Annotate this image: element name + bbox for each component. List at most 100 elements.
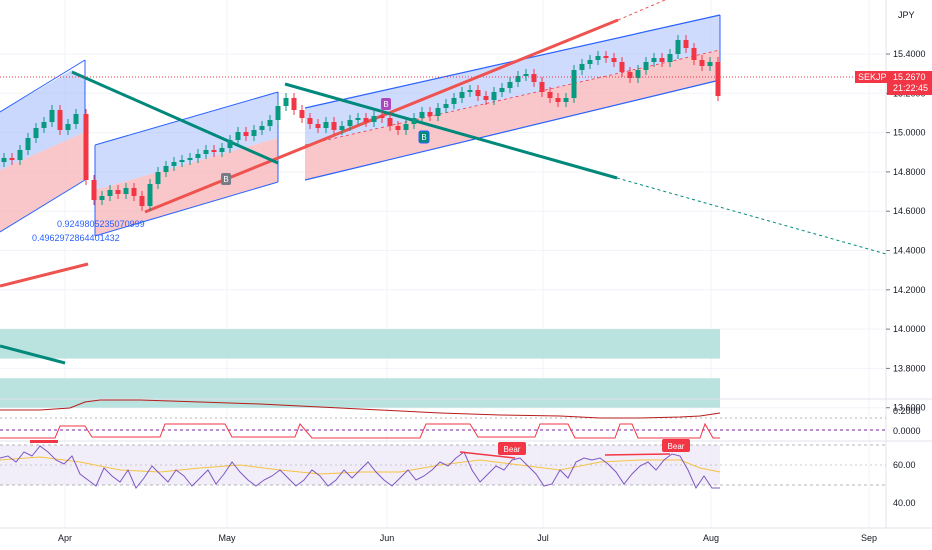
rsi-line <box>0 445 720 490</box>
time-tick-label-3: Jul <box>537 533 549 543</box>
channel-3-lower <box>305 50 720 180</box>
candle-body-13 <box>107 190 113 196</box>
bear-divergence-1 <box>459 451 516 459</box>
price-tick-label-2: 15.0000 <box>893 128 926 138</box>
candle-body-52 <box>419 112 425 118</box>
candle-body-54 <box>435 108 441 116</box>
candle-body-29 <box>235 132 241 140</box>
buy-badge-2[interactable]: B <box>381 98 391 110</box>
candle-body-40 <box>323 122 329 128</box>
time-axis[interactable]: Apr May Jun Jul Aug Sep <box>58 533 877 543</box>
red-trend-2-extension <box>617 0 666 21</box>
candle-body-7 <box>57 110 63 130</box>
green-trend-1 <box>71 70 279 165</box>
support-zone-1 <box>0 378 720 408</box>
candle-body-18 <box>147 184 153 206</box>
price-tick-label-9: 13.6000 <box>893 403 926 413</box>
candle-body-24 <box>195 154 201 158</box>
candle-body-5 <box>41 122 47 128</box>
candle-body-23 <box>187 158 193 160</box>
time-tick-label-5: Sep <box>861 533 877 543</box>
channel-3-bottom <box>304 79 721 181</box>
candle-body-0 <box>1 158 7 162</box>
candle-body-15 <box>123 188 129 194</box>
overbought-marker <box>30 440 58 443</box>
candle-body-65 <box>523 74 529 76</box>
support-zones <box>0 329 720 408</box>
buy-badge-3[interactable]: B <box>418 130 430 144</box>
green-trend-3 <box>0 344 66 365</box>
time-tick-label-0: Apr <box>58 533 72 543</box>
currency-label: JPY <box>898 10 915 20</box>
bear-label-1[interactable]: Bear <box>498 442 526 455</box>
candle-body-47 <box>379 116 385 118</box>
candle-body-26 <box>211 150 217 152</box>
candle-body-88 <box>707 62 713 66</box>
buy-badge-1[interactable]: B <box>221 173 231 185</box>
candle-body-41 <box>331 122 337 130</box>
support-zone-0 <box>0 329 720 359</box>
channel-3-upper <box>305 15 720 145</box>
candle-body-76 <box>611 58 617 62</box>
candle-body-80 <box>643 62 649 70</box>
candle-body-19 <box>155 172 161 184</box>
ind1-tick-label-1: 0.0000 <box>893 426 921 436</box>
candle-body-66 <box>531 74 537 82</box>
candle-body-53 <box>427 112 433 116</box>
candle-body-2 <box>17 150 23 160</box>
candle-body-58 <box>467 90 473 92</box>
candle-body-51 <box>411 118 417 124</box>
price-tick-label-7: 14.0000 <box>893 324 926 334</box>
bear-label-2[interactable]: Bear <box>662 439 690 452</box>
buy-badge-1-text: B <box>223 175 228 184</box>
candle-body-17 <box>139 196 145 206</box>
candle-body-59 <box>475 90 481 96</box>
time-tick-label-4: Aug <box>703 533 719 543</box>
candle-body-27 <box>219 148 225 152</box>
candle-body-48 <box>387 118 393 126</box>
candle-body-31 <box>251 130 257 136</box>
candle-body-74 <box>595 56 601 60</box>
channel-1-bottom <box>0 179 86 233</box>
candle-body-20 <box>163 166 169 172</box>
candle-body-3 <box>25 138 31 150</box>
channel-2-lower <box>95 138 278 236</box>
candle-body-21 <box>171 162 177 166</box>
candle-body-70 <box>563 98 569 102</box>
candle-body-36 <box>291 98 297 110</box>
candle-body-69 <box>555 98 561 102</box>
green-trend-2 <box>284 82 618 180</box>
candle-body-30 <box>243 132 249 136</box>
candle-body-67 <box>539 82 545 92</box>
channel-1-upper <box>0 70 85 170</box>
ind1-dark-red-line <box>0 399 721 419</box>
buy-badge-2-text: B <box>383 100 388 109</box>
candle-body-87 <box>699 60 705 66</box>
candle-body-1 <box>9 158 15 160</box>
candle-body-8 <box>65 124 71 130</box>
ind2-tick-label-0: 60.00 <box>893 460 916 470</box>
channel-1-top <box>0 59 86 113</box>
candle-body-71 <box>571 70 577 98</box>
regression-channels <box>0 14 721 237</box>
candle-body-12 <box>99 196 105 200</box>
price-tag-price: 15.2670 <box>893 72 926 82</box>
candle-body-38 <box>307 118 313 124</box>
time-tick-label-2: Jun <box>380 533 395 543</box>
candle-body-61 <box>491 92 497 100</box>
candle-body-35 <box>283 98 289 106</box>
candle-body-68 <box>547 92 553 98</box>
candle-body-50 <box>403 124 409 130</box>
candle-body-55 <box>443 104 449 108</box>
candle-body-82 <box>659 58 665 62</box>
ind1-step-line <box>0 422 720 439</box>
bear-label-2-text: Bear <box>668 442 685 451</box>
candle-body-6 <box>49 110 55 122</box>
price-tag-countdown: 21:22:45 <box>893 83 928 93</box>
candle-body-45 <box>363 118 369 122</box>
candle-body-57 <box>459 92 465 98</box>
candle-body-4 <box>33 128 39 138</box>
price-tick-label-3: 14.8000 <box>893 167 926 177</box>
candle-body-75 <box>603 56 609 58</box>
candle-body-10 <box>83 114 89 180</box>
